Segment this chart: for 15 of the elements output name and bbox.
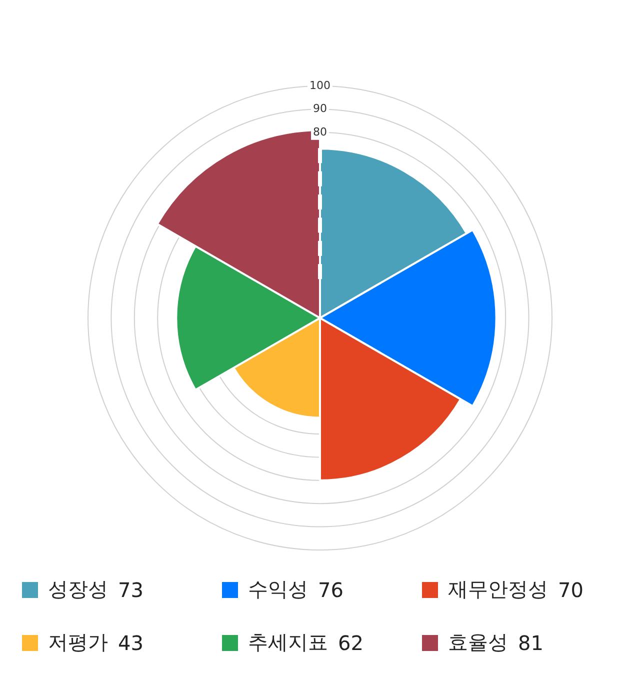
text: 100 bbox=[310, 78, 330, 92]
category-label: 효율성 bbox=[448, 629, 508, 656]
text: 90 bbox=[313, 102, 327, 116]
category-label: 성장성 bbox=[48, 576, 108, 603]
data-label: 76 bbox=[318, 578, 344, 602]
data-label: 43 bbox=[118, 630, 144, 654]
data-label: 62 bbox=[338, 630, 364, 654]
category-label: 추세지표 bbox=[248, 629, 328, 656]
data-label: 73 bbox=[118, 578, 144, 602]
data-label: 70 bbox=[558, 578, 584, 602]
category-label: 재무안정성 bbox=[448, 576, 548, 603]
text: 80 bbox=[313, 125, 327, 138]
data-label: 81 bbox=[518, 630, 544, 654]
category-label: 수익성 bbox=[248, 576, 308, 603]
category-label: 저평가 bbox=[48, 629, 108, 656]
